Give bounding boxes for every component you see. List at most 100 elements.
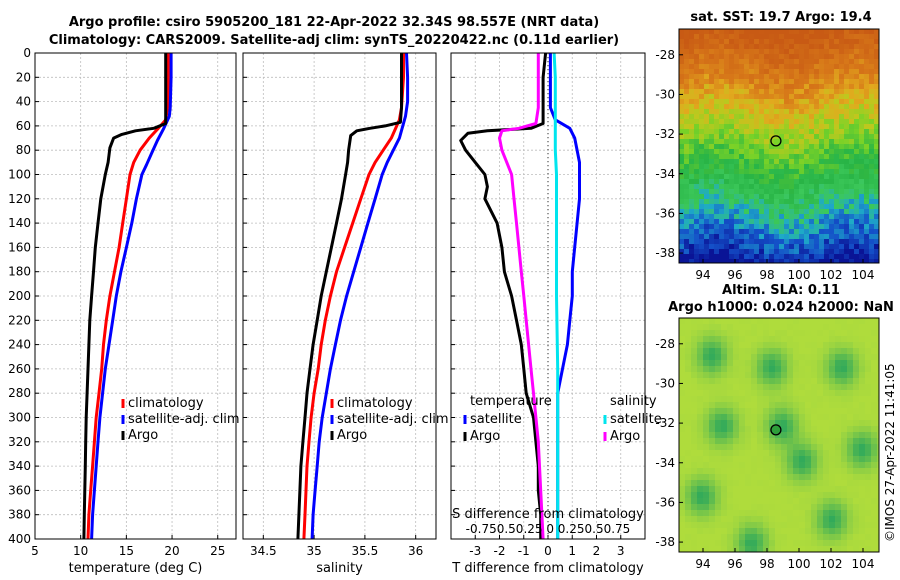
sla-map-pixel xyxy=(739,336,745,342)
sla-map-pixel xyxy=(853,378,859,384)
sst-map-pixel xyxy=(764,184,769,189)
sla-map-pixel xyxy=(781,510,787,516)
sst-map-pixel xyxy=(809,239,814,244)
sla-map-pixel xyxy=(805,426,811,432)
sst-map-pixel xyxy=(679,29,684,34)
sla-map-pixel xyxy=(841,390,847,396)
sla-map-pixel xyxy=(697,468,703,474)
sst-map-pixel xyxy=(834,179,839,184)
sst-map-pixel xyxy=(734,229,739,234)
sst-map-pixel xyxy=(719,99,724,104)
sla-map-pixel xyxy=(775,462,781,468)
sst-map-pixel xyxy=(869,99,874,104)
sst-map-pixel xyxy=(734,144,739,149)
sst-map-pixel xyxy=(704,254,709,259)
sla-map-pixel xyxy=(781,354,787,360)
sst-map-pixel xyxy=(804,139,809,144)
sla-map-pixel xyxy=(727,456,733,462)
sst-map-pixel xyxy=(679,219,684,224)
sst-map-pixel xyxy=(704,204,709,209)
sla-map-pixel xyxy=(721,402,727,408)
sst-map-pixel xyxy=(859,154,864,159)
sst-map-pixel xyxy=(734,64,739,69)
sst-map-pixel xyxy=(829,224,834,229)
sla-map-pixel xyxy=(877,456,879,462)
sst-map-pixel xyxy=(784,259,789,263)
sst-map-pixel xyxy=(764,239,769,244)
sla-map-pixel xyxy=(721,330,727,336)
sst-map-pixel xyxy=(874,59,879,64)
sst-map-pixel xyxy=(714,184,719,189)
sst-map-pixel xyxy=(814,219,819,224)
sla-map-pixel xyxy=(787,480,793,486)
sst-map-pixel xyxy=(694,194,699,199)
sla-map-pixel xyxy=(799,372,805,378)
sst-map-pixel xyxy=(819,114,824,119)
sst-map-pixel xyxy=(764,164,769,169)
sst-map-pixel xyxy=(784,154,789,159)
sst-map-ytick-label: -28 xyxy=(655,48,675,62)
sla-map-pixel xyxy=(865,354,871,360)
sla-map-pixel xyxy=(733,330,739,336)
sst-map-pixel xyxy=(844,159,849,164)
sla-map-pixel xyxy=(697,360,703,366)
sst-map-pixel xyxy=(794,194,799,199)
sla-map-pixel xyxy=(811,372,817,378)
sst-map-pixel xyxy=(719,144,724,149)
sst-map-pixel xyxy=(699,124,704,129)
sst-map-pixel xyxy=(684,104,689,109)
sla-map-pixel xyxy=(823,498,829,504)
sst-map-pixel xyxy=(859,199,864,204)
sla-map-pixel xyxy=(811,498,817,504)
sst-map-pixel xyxy=(694,224,699,229)
sst-map-pixel xyxy=(789,74,794,79)
sst-map-pixel xyxy=(769,79,774,84)
sst-map-pixel xyxy=(854,49,859,54)
sst-map-pixel xyxy=(799,254,804,259)
sst-map-pixel xyxy=(824,164,829,169)
sst-map-pixel xyxy=(834,164,839,169)
sst-map-pixel xyxy=(859,64,864,69)
sla-map-pixel xyxy=(769,366,775,372)
sst-map-pixel xyxy=(784,39,789,44)
sla-map-pixel xyxy=(745,330,751,336)
sst-map-pixel xyxy=(814,229,819,234)
sst-map-pixel xyxy=(809,204,814,209)
sla-map-pixel xyxy=(835,426,841,432)
sla-map-pixel xyxy=(877,444,879,450)
sla-map-pixel xyxy=(727,438,733,444)
sst-map-pixel xyxy=(769,194,774,199)
sst-map-pixel xyxy=(729,139,734,144)
sst-map-pixel xyxy=(744,89,749,94)
sla-map-pixel xyxy=(739,384,745,390)
sla-map-pixel xyxy=(829,522,835,528)
sst-map-pixel xyxy=(799,249,804,254)
sst-map-pixel xyxy=(689,39,694,44)
sla-map-pixel xyxy=(805,396,811,402)
sla-map-pixel xyxy=(733,318,739,324)
sla-map-pixel xyxy=(853,318,859,324)
sst-map-pixel xyxy=(724,259,729,263)
sst-map-pixel xyxy=(859,94,864,99)
sst-map-pixel xyxy=(814,99,819,104)
sst-map-xtick-label: 98 xyxy=(759,268,774,282)
sst-map-pixel xyxy=(759,49,764,54)
sst-map-pixel xyxy=(794,199,799,204)
sla-map-pixel xyxy=(727,426,733,432)
sst-map-pixel xyxy=(739,254,744,259)
sst-map-pixel xyxy=(724,119,729,124)
sst-map-pixel xyxy=(744,49,749,54)
sst-map-pixel xyxy=(739,244,744,249)
sst-map-pixel xyxy=(834,229,839,234)
sst-map-pixel xyxy=(719,84,724,89)
sla-map-pixel xyxy=(733,384,739,390)
sst-map-pixel xyxy=(759,244,764,249)
sst-map-pixel xyxy=(729,234,734,239)
sla-map-pixel xyxy=(739,522,745,528)
salinity-series-satellite-adj-clim xyxy=(310,52,410,540)
sst-map-pixel xyxy=(849,49,854,54)
sst-map-pixel xyxy=(749,84,754,89)
sst-map-pixel xyxy=(814,114,819,119)
sst-map-pixel xyxy=(689,124,694,129)
sst-map-pixel xyxy=(764,144,769,149)
